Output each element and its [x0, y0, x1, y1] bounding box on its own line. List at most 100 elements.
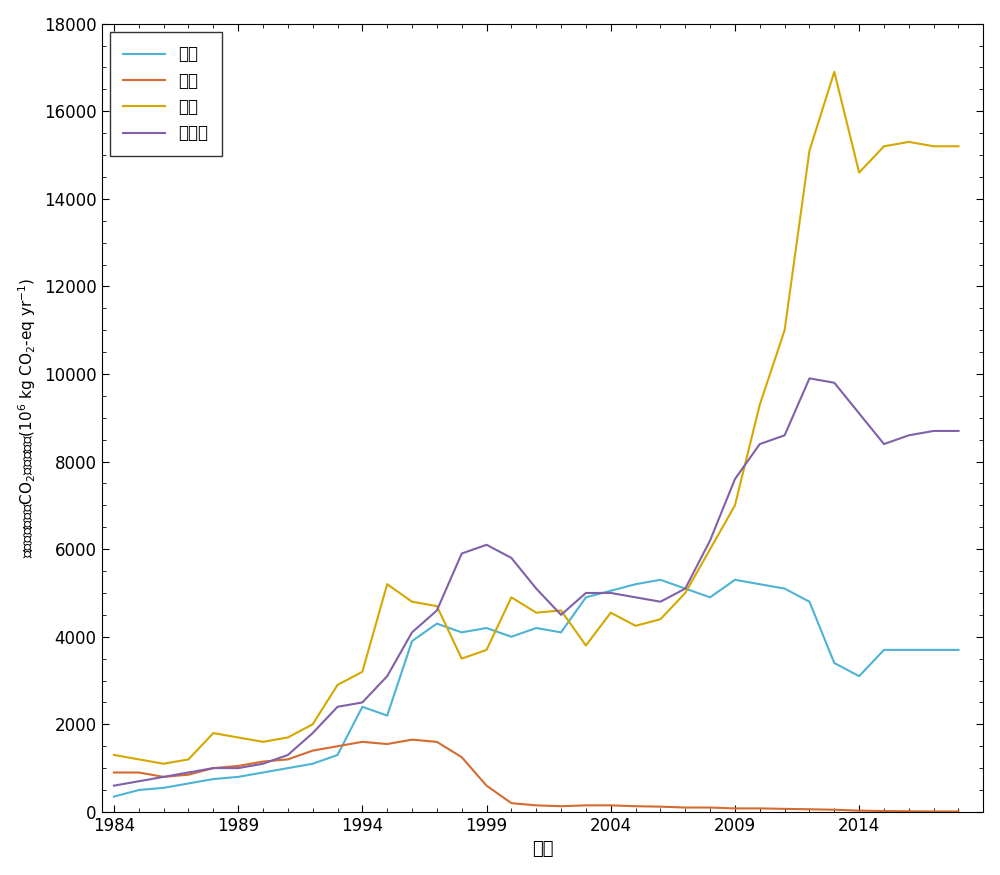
单季稻	[903, 430, 915, 440]
玉米	[654, 614, 666, 625]
单季稻	[878, 439, 890, 450]
大豆	[530, 623, 542, 634]
玉米	[381, 579, 393, 590]
小麦	[803, 804, 815, 815]
单季稻	[307, 728, 319, 738]
小麦	[282, 754, 294, 765]
大豆	[630, 579, 642, 590]
大豆	[431, 619, 443, 629]
小麦	[431, 737, 443, 747]
大豆	[182, 778, 194, 788]
小麦	[456, 752, 468, 762]
Legend: 大豆, 小麦, 玉米, 单季稻: 大豆, 小麦, 玉米, 单季稻	[110, 32, 222, 156]
大豆	[605, 585, 617, 596]
单季稻	[779, 430, 791, 440]
单季稻	[530, 584, 542, 594]
单季稻	[853, 408, 865, 418]
小麦	[158, 772, 170, 782]
大豆	[381, 710, 393, 721]
大豆	[406, 636, 418, 647]
玉米	[232, 732, 244, 743]
玉米	[630, 620, 642, 631]
大豆	[555, 627, 567, 638]
玉米	[555, 606, 567, 616]
大豆	[108, 791, 120, 802]
大豆	[729, 575, 741, 585]
单季稻	[952, 425, 964, 436]
大豆	[828, 658, 840, 668]
小麦	[630, 801, 642, 811]
玉米	[928, 141, 940, 151]
小麦	[381, 738, 393, 749]
单季稻	[679, 584, 691, 594]
玉米	[580, 640, 592, 651]
大豆	[158, 782, 170, 793]
大豆	[803, 597, 815, 607]
单季稻	[754, 439, 766, 450]
Line: 大豆: 大豆	[114, 580, 958, 796]
小麦	[580, 800, 592, 810]
小麦	[754, 803, 766, 814]
大豆	[679, 584, 691, 594]
单季稻	[406, 627, 418, 638]
单季稻	[505, 553, 517, 564]
单季稻	[182, 767, 194, 778]
单季稻	[580, 588, 592, 598]
小麦	[406, 734, 418, 745]
单季稻	[207, 763, 219, 774]
小麦	[505, 798, 517, 808]
单季稻	[232, 763, 244, 774]
单季稻	[704, 536, 716, 546]
单季稻	[605, 588, 617, 598]
单季稻	[654, 597, 666, 607]
大豆	[356, 702, 368, 712]
大豆	[307, 759, 319, 769]
大豆	[332, 750, 344, 760]
小麦	[679, 802, 691, 813]
玉米	[158, 759, 170, 769]
小麦	[555, 801, 567, 811]
单季稻	[729, 474, 741, 485]
小麦	[356, 737, 368, 747]
小麦	[729, 803, 741, 814]
小麦	[257, 756, 269, 766]
小麦	[307, 746, 319, 756]
小麦	[232, 760, 244, 771]
小麦	[332, 741, 344, 752]
玉米	[605, 607, 617, 618]
小麦	[853, 805, 865, 816]
单季稻	[108, 780, 120, 791]
大豆	[232, 772, 244, 782]
大豆	[207, 774, 219, 784]
大豆	[878, 645, 890, 655]
单季稻	[133, 776, 145, 787]
玉米	[356, 667, 368, 677]
玉米	[729, 500, 741, 511]
大豆	[853, 671, 865, 682]
小麦	[903, 806, 915, 816]
大豆	[654, 575, 666, 585]
玉米	[828, 66, 840, 77]
单季稻	[803, 373, 815, 383]
Line: 单季稻: 单季稻	[114, 378, 958, 786]
大豆	[257, 767, 269, 778]
大豆	[928, 645, 940, 655]
玉米	[307, 719, 319, 730]
玉米	[878, 141, 890, 151]
单季稻	[481, 540, 493, 550]
小麦	[828, 804, 840, 815]
玉米	[456, 654, 468, 664]
小麦	[878, 806, 890, 816]
小麦	[182, 769, 194, 780]
单季稻	[158, 772, 170, 782]
小麦	[928, 806, 940, 816]
小麦	[654, 802, 666, 812]
玉米	[182, 754, 194, 765]
玉米	[903, 136, 915, 147]
大豆	[505, 632, 517, 642]
玉米	[257, 737, 269, 747]
玉米	[332, 680, 344, 690]
大豆	[456, 627, 468, 638]
大豆	[704, 592, 716, 603]
单季稻	[928, 425, 940, 436]
